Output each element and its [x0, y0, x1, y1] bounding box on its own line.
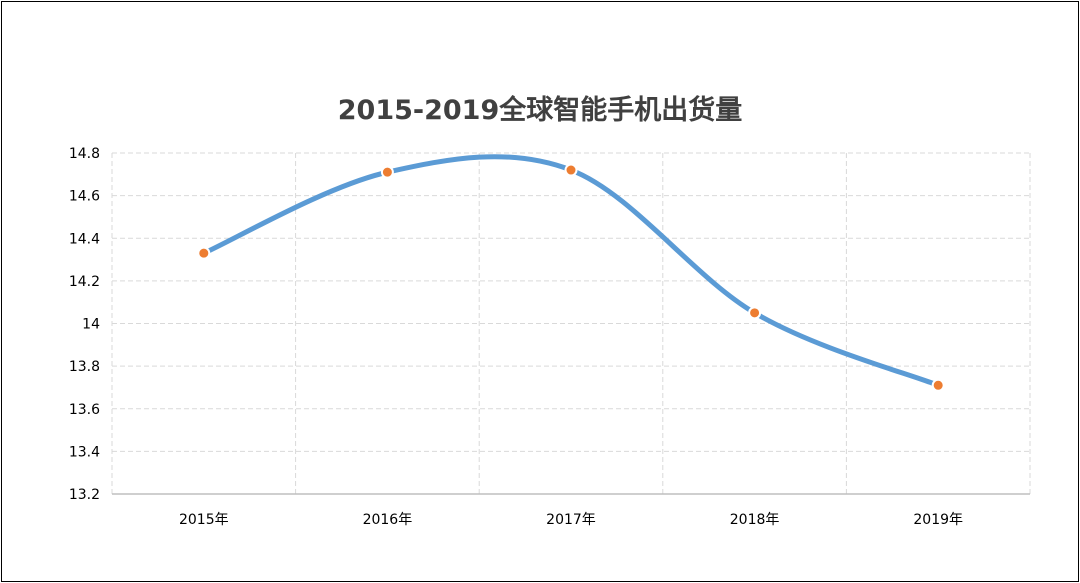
x-tick-label: 2016年 — [363, 512, 413, 528]
y-tick-label: 13.2 — [69, 487, 100, 503]
y-tick-label: 14 — [82, 317, 100, 333]
data-point — [197, 246, 211, 260]
grid-lines — [111, 152, 1031, 494]
y-tick-label: 13.6 — [69, 402, 100, 418]
data-point — [931, 378, 945, 392]
y-tick-label: 13.8 — [69, 359, 100, 375]
chart-title: 2015-2019全球智能手机出货量 — [337, 95, 743, 126]
data-point — [748, 306, 762, 320]
series-line — [201, 154, 941, 388]
data-markers — [197, 163, 945, 392]
x-tick-label: 2018年 — [730, 512, 780, 528]
y-tick-labels: 14.8 14.6 14.4 14.2 14 13.8 13.6 13.4 13.2 — [69, 146, 100, 503]
y-tick-label: 14.4 — [69, 231, 100, 247]
x-tick-label: 2017年 — [546, 512, 596, 528]
y-tick-label: 13.4 — [69, 444, 100, 460]
x-tick-label: 2019年 — [913, 512, 963, 528]
data-point — [380, 165, 394, 179]
series-lines — [201, 154, 941, 388]
data-point — [564, 163, 578, 177]
y-tick-label: 14.6 — [69, 189, 100, 205]
y-tick-label: 14.2 — [69, 274, 100, 290]
x-tick-label: 2015年 — [179, 512, 229, 528]
x-tick-labels: 2015年 2016年 2017年 2018年 2019年 — [179, 512, 963, 528]
y-tick-label: 14.8 — [69, 146, 100, 162]
